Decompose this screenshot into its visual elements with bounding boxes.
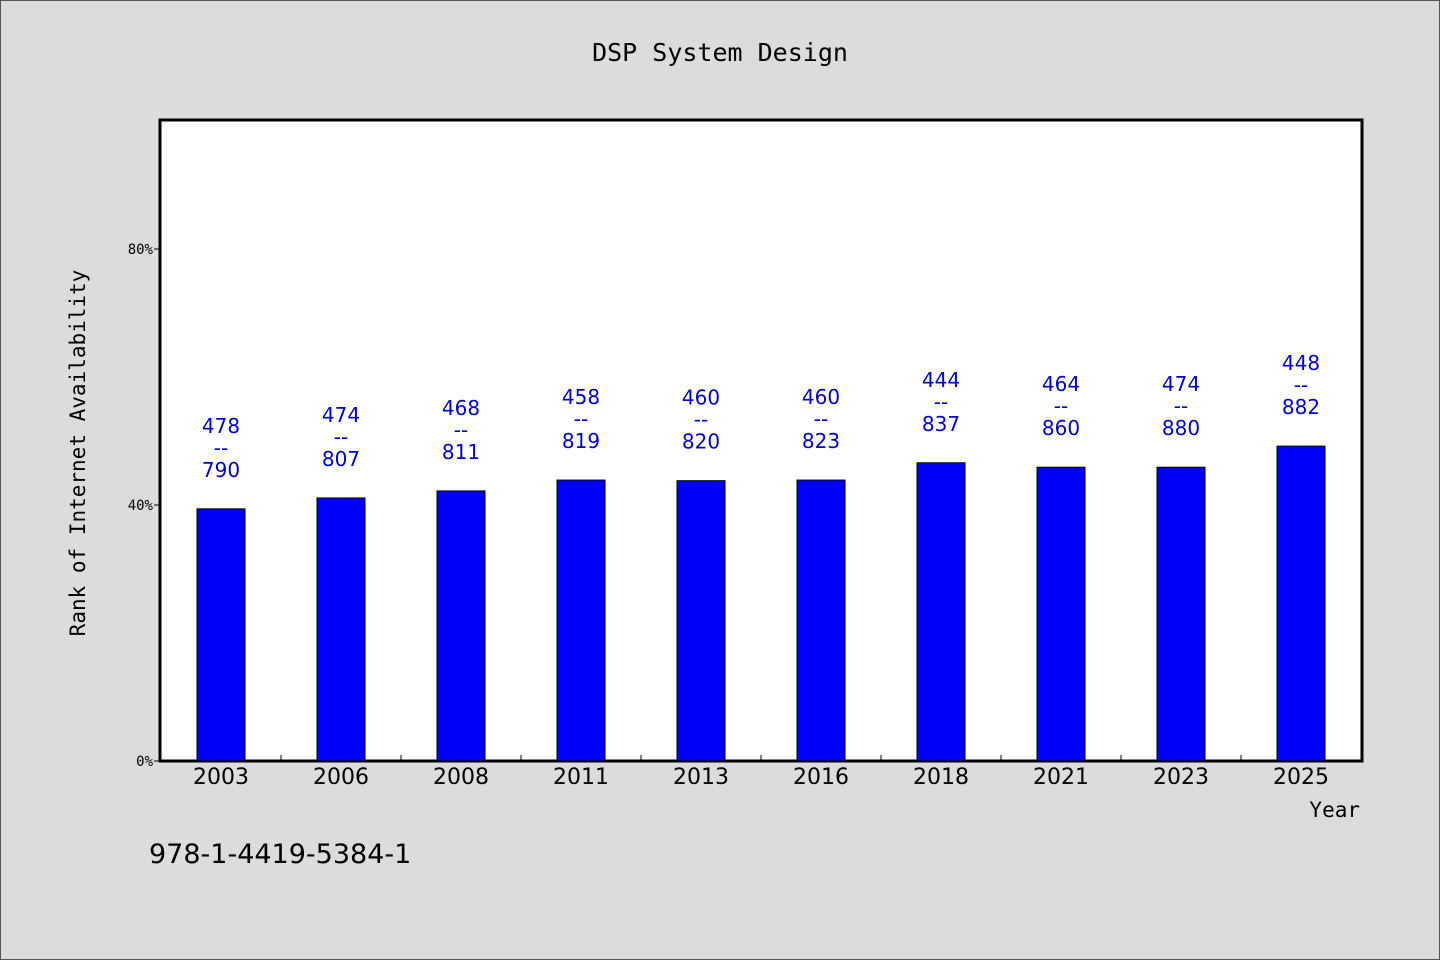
data-label-sep: -- <box>574 407 588 431</box>
x-tick-label: 2003 <box>193 765 249 790</box>
data-label-bottom: 807 <box>322 447 360 471</box>
x-axis-label: Year <box>1309 798 1360 822</box>
data-label-bottom: 820 <box>682 430 720 454</box>
data-label-bottom: 882 <box>1282 395 1320 419</box>
data-label-sep: -- <box>214 436 228 460</box>
bars-group <box>196 445 1326 762</box>
data-label-sep: -- <box>1054 394 1068 418</box>
data-labels-group: 478--790474--807468--811458--819460--820… <box>202 351 1320 482</box>
data-label-sep: -- <box>1174 394 1188 418</box>
data-label-top: 460 <box>682 386 720 410</box>
y-axis-label: Rank of Internet Availability <box>66 270 90 637</box>
data-label-sep: -- <box>1294 373 1308 397</box>
data-label-sep: -- <box>814 407 828 431</box>
data-label-top: 460 <box>802 385 840 409</box>
bar-2018 <box>916 462 966 762</box>
x-tick-label: 2025 <box>1273 765 1329 790</box>
isbn-text: 978-1-4419-5384-1 <box>149 839 411 870</box>
bar-2021 <box>1036 466 1086 762</box>
bar-2023 <box>1156 466 1206 762</box>
x-tick-label: 2011 <box>553 765 609 790</box>
data-label-sep: -- <box>934 390 948 414</box>
x-tick-label: 2021 <box>1033 765 1089 790</box>
data-label-sep: -- <box>694 408 708 432</box>
x-tick-label: 2023 <box>1153 765 1209 790</box>
x-tick-label: 2013 <box>673 765 729 790</box>
data-label-bottom: 811 <box>442 440 480 464</box>
data-label-bottom: 837 <box>922 412 960 436</box>
bar-2013 <box>676 480 726 762</box>
data-label-top: 464 <box>1042 372 1080 396</box>
data-label-bottom: 880 <box>1162 416 1200 440</box>
data-label-top: 458 <box>562 385 600 409</box>
y-tick-label: 80% <box>128 242 154 258</box>
data-label-top: 448 <box>1282 351 1320 375</box>
chart-title: DSP System Design <box>592 38 848 67</box>
bar-2003 <box>196 508 246 762</box>
data-label-top: 474 <box>1162 372 1200 396</box>
bar-2008 <box>436 490 486 762</box>
bar-2016 <box>796 479 846 762</box>
data-label-sep: -- <box>454 418 468 442</box>
y-tick-label: 0% <box>136 754 153 770</box>
y-tick-label: 40% <box>128 498 154 514</box>
data-label-top: 468 <box>442 396 480 420</box>
bar-2011 <box>556 479 606 762</box>
x-tick-label: 2008 <box>433 765 489 790</box>
data-label-sep: -- <box>334 425 348 449</box>
x-tick-label: 2018 <box>913 765 969 790</box>
data-label-bottom: 790 <box>202 458 240 482</box>
data-label-bottom: 823 <box>802 429 840 453</box>
x-tick-label: 2006 <box>313 765 369 790</box>
bar-2006 <box>316 497 366 762</box>
y-axis-ticks: 0% 40% 80% <box>128 242 161 770</box>
data-label-bottom: 860 <box>1042 416 1080 440</box>
x-axis-ticks: 2003 2006 2008 2011 2013 2016 2018 2021 2023 2025 <box>193 755 1329 790</box>
data-label-top: 444 <box>922 368 960 392</box>
data-label-top: 474 <box>322 403 360 427</box>
x-tick-label: 2016 <box>793 765 849 790</box>
data-label-top: 478 <box>202 414 240 438</box>
bar-2025 <box>1276 445 1326 762</box>
data-label-bottom: 819 <box>562 429 600 453</box>
